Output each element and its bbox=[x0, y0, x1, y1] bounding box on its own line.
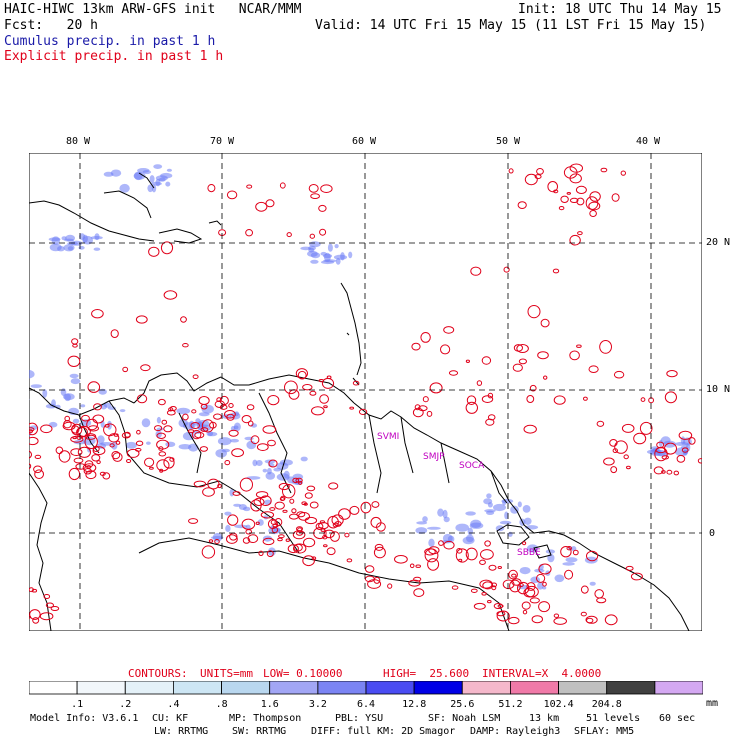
header-title: HAIC-HIWC 13km ARW-GFS init NCAR/MMM bbox=[4, 2, 302, 17]
colorbar-swatch bbox=[29, 681, 78, 695]
colorbar-swatch bbox=[558, 681, 608, 695]
lon-label: 60 W bbox=[352, 136, 377, 147]
colorbar-unit: mm bbox=[706, 698, 719, 709]
site-label: SOCA bbox=[459, 461, 485, 471]
map-frame bbox=[29, 153, 702, 631]
model-info-diff: DIFF: full bbox=[311, 726, 372, 737]
model-info-timestep: 60 sec bbox=[659, 713, 696, 724]
contours-label: CONTOURS: bbox=[128, 667, 188, 680]
model-info-levels: 51 levels bbox=[586, 713, 641, 724]
colorbar bbox=[29, 681, 703, 695]
site-label: SVMI bbox=[377, 432, 399, 442]
lon-label: 80 W bbox=[66, 136, 91, 147]
model-info-cu: CU: KF bbox=[152, 713, 189, 724]
colorbar-level-label: 6.4 bbox=[357, 699, 376, 710]
coastlines bbox=[29, 172, 690, 631]
colorbar-level-label: .2 bbox=[119, 699, 132, 710]
colorbar-level-label: 51.2 bbox=[498, 699, 523, 710]
model-info-sflay: SFLAY: MM5 bbox=[574, 726, 635, 737]
colorbar-swatch bbox=[172, 681, 222, 695]
contours-interval: INTERVAL=X 4.0000 bbox=[482, 667, 602, 680]
colorbar-level-label: .1 bbox=[71, 699, 84, 710]
colorbar-swatch bbox=[654, 681, 703, 695]
model-info-km: KM: 2D Smagor bbox=[377, 726, 456, 737]
header-init: Init: 18 UTC Thu 14 May 15 bbox=[518, 2, 722, 17]
colorbar-swatch bbox=[317, 681, 367, 695]
colorbar-swatch bbox=[365, 681, 415, 695]
colorbar-swatch bbox=[413, 681, 463, 695]
lat-lon-grid bbox=[29, 153, 702, 631]
colorbar-swatch bbox=[269, 681, 319, 695]
site-label: SMJP bbox=[423, 452, 445, 462]
colorbar-level-label: .8 bbox=[215, 699, 228, 710]
contours-units: UNITS=mm bbox=[200, 667, 253, 680]
contours-low: LOW= 0.10000 bbox=[263, 667, 343, 680]
colorbar-swatch bbox=[606, 681, 656, 695]
lat-label: 20 N bbox=[706, 237, 731, 248]
colorbar-level-label: 204.8 bbox=[591, 699, 622, 710]
legend-cumulus: Cumulus precip. in past 1 h bbox=[4, 34, 216, 49]
precip-map: SVMI SMJP SOCA SBBE bbox=[29, 153, 702, 631]
colorbar-level-label: .4 bbox=[167, 699, 180, 710]
cumulus-precip-layer bbox=[29, 164, 692, 590]
lon-label: 50 W bbox=[496, 136, 521, 147]
explicit-precip-layer bbox=[29, 163, 702, 626]
model-info-res: 13 km bbox=[529, 713, 560, 724]
model-info-mp: MP: Thompson bbox=[229, 713, 302, 724]
colorbar-level-label: 1.6 bbox=[260, 699, 279, 710]
colorbar-level-label: 25.6 bbox=[450, 699, 475, 710]
colorbar-level-label: 12.8 bbox=[402, 699, 427, 710]
lat-label: 10 N bbox=[706, 384, 731, 395]
model-info-pbl: PBL: YSU bbox=[335, 713, 384, 724]
site-label: SBBE bbox=[517, 548, 541, 558]
colorbar-swatch bbox=[461, 681, 511, 695]
lon-label: 70 W bbox=[210, 136, 235, 147]
colorbar-swatch bbox=[509, 681, 559, 695]
colorbar-swatch bbox=[221, 681, 271, 695]
model-info-sw: SW: RRTMG bbox=[232, 726, 287, 737]
lat-label: 0 bbox=[709, 528, 716, 539]
colorbar-level-label: 102.4 bbox=[543, 699, 574, 710]
lon-label: 40 W bbox=[636, 136, 661, 147]
header-forecast: Fcst: 20 h bbox=[4, 18, 98, 33]
colorbar-swatch bbox=[124, 681, 174, 695]
model-info-version: Model Info: V3.6.1 bbox=[30, 713, 139, 724]
colorbar-level-label: 3.2 bbox=[308, 699, 327, 710]
model-info-lw: LW: RRTMG bbox=[154, 726, 209, 737]
header-valid: Valid: 14 UTC Fri 15 May 15 (11 LST Fri … bbox=[315, 18, 707, 33]
contours-high: HIGH= 25.600 bbox=[383, 667, 470, 680]
model-info-sf: SF: Noah LSM bbox=[428, 713, 501, 724]
colorbar-swatch bbox=[76, 681, 126, 695]
legend-explicit: Explicit precip. in past 1 h bbox=[4, 49, 224, 64]
model-info-damp: DAMP: Rayleigh3 bbox=[470, 726, 561, 737]
